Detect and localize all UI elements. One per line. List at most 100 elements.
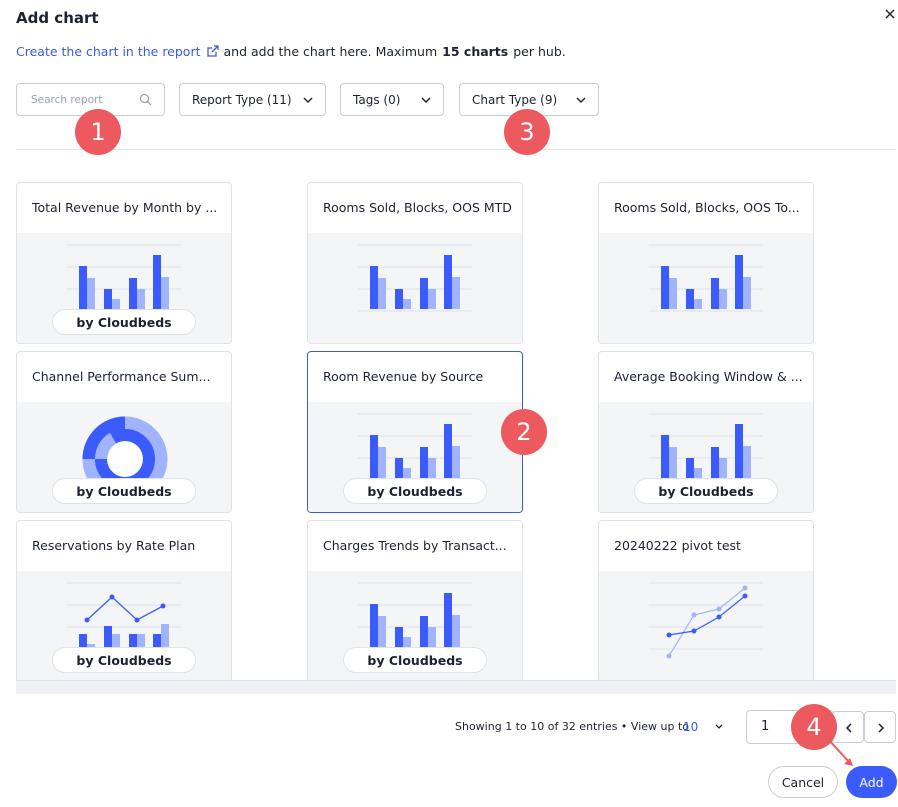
close-button[interactable]: [884, 8, 896, 20]
thumb-bar: [370, 266, 378, 309]
badge-text: by Cloudbeds: [658, 483, 754, 499]
thumb-dot: [109, 594, 115, 600]
thumb-bar: [161, 624, 169, 647]
thumb-dot: [160, 603, 166, 609]
thumb-dot: [691, 612, 697, 618]
thumb-dot: [691, 628, 697, 634]
thumb-bar: [711, 447, 719, 478]
thumb-bar: [104, 626, 112, 647]
thumb-bar: [112, 634, 120, 647]
thumb-bar: [104, 289, 112, 309]
chart-card[interactable]: Reservations by Rate Plan by Cloudbeds: [16, 520, 232, 680]
thumb-dot: [742, 585, 748, 591]
report-link[interactable]: Create the chart in the report: [16, 44, 201, 59]
chart-thumbnail: [308, 233, 522, 343]
thumb-bar: [694, 299, 702, 309]
card-title: Rooms Sold, Blocks, OOS To...: [614, 200, 800, 215]
badge-text: by Cloudbeds: [76, 483, 172, 499]
pagination-summary: Showing 1 to 10 of 32 entries • View up …: [455, 720, 690, 733]
thumb-bar: [743, 446, 751, 478]
chart-card[interactable]: 20240222 pivot test: [598, 520, 814, 680]
thumb-bar: [153, 255, 161, 309]
thumb-bar: [403, 468, 411, 478]
card-title: Room Revenue by Source: [323, 369, 484, 384]
thumb-line: [668, 587, 746, 657]
thumb-bar: [395, 627, 403, 647]
intro-tail: per hub.: [513, 44, 566, 59]
filter-label: Chart Type (9): [472, 92, 558, 107]
thumb-bar: [137, 634, 145, 647]
chart-card[interactable]: Room Revenue by Source by Cloudbeds: [307, 351, 523, 513]
thumb-bar: [370, 604, 378, 647]
thumb-bg: [308, 233, 522, 343]
thumb-bar: [711, 278, 719, 309]
callout: 2: [501, 409, 547, 455]
tags-filter[interactable]: Tags (0): [340, 83, 444, 116]
badge: by Cloudbeds: [343, 647, 487, 673]
thumb-dot: [716, 606, 722, 612]
thumb-bar: [161, 277, 169, 309]
thumb-dot: [84, 617, 90, 623]
thumb-bar: [452, 277, 460, 309]
page-size[interactable]: 10: [683, 720, 699, 734]
divider: [16, 149, 896, 150]
next-page[interactable]: [864, 711, 896, 743]
thumb-bar: [452, 446, 460, 478]
badge: by Cloudbeds: [634, 478, 778, 504]
thumb-bar: [87, 644, 95, 647]
thumb-bar: [452, 615, 460, 647]
thumb-dot: [134, 617, 140, 623]
chart-thumbnail: [599, 571, 813, 680]
report-type-filter[interactable]: Report Type (11): [179, 83, 326, 116]
thumb-bar: [403, 637, 411, 647]
chart-card[interactable]: Channel Performance Sum... by Cloudbeds: [16, 351, 232, 513]
thumb-bar: [378, 447, 386, 478]
chart-card[interactable]: Rooms Sold, Blocks, OOS To...: [598, 182, 814, 344]
chart-card[interactable]: Charges Trends by Transact... by Cloudbed…: [307, 520, 523, 680]
thumb-bar: [79, 266, 87, 309]
thumb-bar: [719, 289, 727, 309]
chart-card[interactable]: Average Booking Window & ... by Cloudbeds: [598, 351, 814, 513]
chart-card[interactable]: Rooms Sold, Blocks, OOS MTD: [307, 182, 523, 344]
thumb-bar: [420, 447, 428, 478]
card-title: Total Revenue by Month by ...: [32, 200, 218, 215]
card-title: Reservations by Rate Plan: [32, 538, 196, 553]
card-title: Charges Trends by Transact...: [323, 538, 507, 553]
filter-label: Tags (0): [353, 92, 401, 107]
thumb-hole: [108, 442, 142, 476]
thumb-bar: [129, 278, 137, 309]
card-title: Average Booking Window & ...: [614, 369, 803, 384]
thumb-line: [86, 596, 164, 621]
thumb-bar: [129, 634, 137, 647]
thumb-bar: [428, 289, 436, 309]
chevron: [715, 724, 723, 729]
callout: 4: [791, 704, 837, 750]
thumb-bar: [694, 468, 702, 478]
thumb-dot: [716, 614, 722, 620]
thumb-dot: [666, 653, 672, 659]
chart-thumbnail: [599, 233, 813, 343]
thumb-bar: [661, 435, 669, 478]
thumb-bar: [403, 299, 411, 309]
cancel-button[interactable]: Cancel: [768, 766, 838, 798]
chart-card[interactable]: Total Revenue by Month by ... by Cloudbed…: [16, 182, 232, 344]
callout: 1: [75, 109, 121, 155]
thumb-bar: [370, 435, 378, 478]
thumb-bar: [79, 634, 87, 647]
add-button[interactable]: Add: [846, 766, 897, 798]
card-title: Channel Performance Sum...: [32, 369, 211, 384]
chevron: [303, 97, 313, 103]
thumb-bar: [669, 447, 677, 478]
thumb-arc: [94, 432, 117, 460]
thumb-dot: [666, 632, 672, 638]
thumb-bar: [669, 278, 677, 309]
thumb-bar: [735, 255, 743, 309]
badge: by Cloudbeds: [52, 478, 196, 504]
thumb-bg: [599, 233, 813, 343]
thumb-bar: [735, 424, 743, 478]
thumb-bar: [444, 255, 452, 309]
chevron: [576, 97, 586, 103]
thumb-bar: [428, 627, 436, 647]
thumb-bar: [395, 458, 403, 478]
